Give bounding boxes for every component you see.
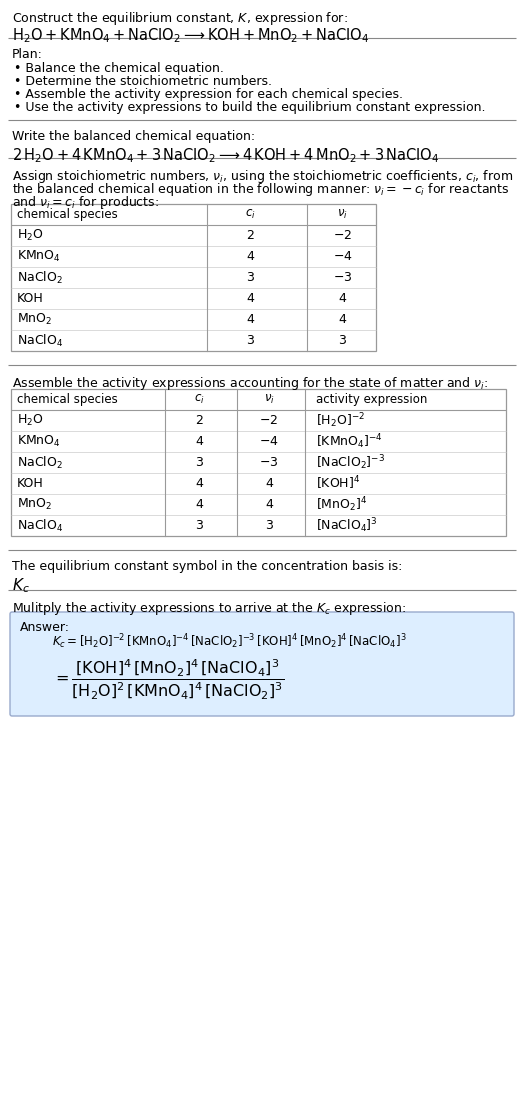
Text: $c_i$: $c_i$ bbox=[194, 393, 204, 406]
Text: chemical species: chemical species bbox=[17, 393, 118, 406]
Text: • Balance the chemical equation.: • Balance the chemical equation. bbox=[14, 62, 224, 75]
Text: 4: 4 bbox=[195, 476, 203, 490]
Text: $c_i$: $c_i$ bbox=[245, 208, 255, 221]
Text: The equilibrium constant symbol in the concentration basis is:: The equilibrium constant symbol in the c… bbox=[12, 560, 402, 572]
Text: 3: 3 bbox=[265, 520, 273, 532]
Text: $-4$: $-4$ bbox=[333, 250, 352, 263]
Text: $K_c$: $K_c$ bbox=[12, 576, 30, 595]
Text: $\nu_i$: $\nu_i$ bbox=[337, 208, 348, 221]
Text: $[\mathrm{KMnO_4}]^{-4}$: $[\mathrm{KMnO_4}]^{-4}$ bbox=[316, 432, 383, 451]
Text: $\mathrm{MnO_2}$: $\mathrm{MnO_2}$ bbox=[17, 312, 52, 328]
Text: $[\mathrm{NaClO_2}]^{-3}$: $[\mathrm{NaClO_2}]^{-3}$ bbox=[316, 453, 385, 472]
Text: 4: 4 bbox=[195, 497, 203, 511]
Text: Plan:: Plan: bbox=[12, 49, 43, 61]
Text: $\mathrm{NaClO_2}$: $\mathrm{NaClO_2}$ bbox=[17, 454, 63, 471]
Text: $\mathrm{MnO_2}$: $\mathrm{MnO_2}$ bbox=[17, 497, 52, 512]
Text: $\mathrm{NaClO_4}$: $\mathrm{NaClO_4}$ bbox=[17, 517, 63, 534]
Text: $\mathrm{H_2O}$: $\mathrm{H_2O}$ bbox=[17, 413, 43, 428]
Text: $\mathrm{KMnO_4}$: $\mathrm{KMnO_4}$ bbox=[17, 249, 61, 264]
FancyBboxPatch shape bbox=[10, 612, 514, 716]
Text: $K_c = [\mathrm{H_2O}]^{-2}\,[\mathrm{KMnO_4}]^{-4}\,[\mathrm{NaClO_2}]^{-3}\,[\: $K_c = [\mathrm{H_2O}]^{-2}\,[\mathrm{KM… bbox=[52, 633, 407, 652]
Text: $[\mathrm{H_2O}]^{-2}$: $[\mathrm{H_2O}]^{-2}$ bbox=[316, 411, 365, 430]
Text: $[\mathrm{NaClO_4}]^3$: $[\mathrm{NaClO_4}]^3$ bbox=[316, 516, 378, 535]
Text: $\mathrm{2\,H_2O + 4\,KMnO_4 + 3\,NaClO_2 \longrightarrow 4\,KOH + 4\,MnO_2 + 3\: $\mathrm{2\,H_2O + 4\,KMnO_4 + 3\,NaClO_… bbox=[12, 146, 440, 164]
Text: $\mathrm{H_2O + KMnO_4 + NaClO_2 \longrightarrow KOH + MnO_2 + NaClO_4}$: $\mathrm{H_2O + KMnO_4 + NaClO_2 \longri… bbox=[12, 26, 369, 45]
Text: 2: 2 bbox=[195, 414, 203, 427]
Text: 4: 4 bbox=[246, 250, 254, 263]
Bar bbox=[11, 204, 376, 351]
Text: • Assemble the activity expression for each chemical species.: • Assemble the activity expression for e… bbox=[14, 88, 403, 101]
Text: 3: 3 bbox=[195, 456, 203, 469]
Text: $\mathrm{NaClO_2}$: $\mathrm{NaClO_2}$ bbox=[17, 269, 63, 286]
Text: $[\mathrm{MnO_2}]^4$: $[\mathrm{MnO_2}]^4$ bbox=[316, 495, 367, 514]
Text: Construct the equilibrium constant, $K$, expression for:: Construct the equilibrium constant, $K$,… bbox=[12, 10, 348, 26]
Text: Answer:: Answer: bbox=[20, 621, 70, 634]
Text: $-3$: $-3$ bbox=[259, 456, 279, 469]
Text: the balanced chemical equation in the following manner: $\nu_i = -c_i$ for react: the balanced chemical equation in the fo… bbox=[12, 181, 509, 199]
Text: Assign stoichiometric numbers, $\nu_i$, using the stoichiometric coefficients, $: Assign stoichiometric numbers, $\nu_i$, … bbox=[12, 168, 513, 185]
Text: Write the balanced chemical equation:: Write the balanced chemical equation: bbox=[12, 130, 255, 143]
Text: 2: 2 bbox=[246, 229, 254, 242]
Text: $\mathrm{KMnO_4}$: $\mathrm{KMnO_4}$ bbox=[17, 433, 61, 449]
Text: 3: 3 bbox=[195, 520, 203, 532]
Text: 4: 4 bbox=[246, 292, 254, 306]
Bar bbox=[11, 389, 506, 536]
Text: 4: 4 bbox=[265, 476, 273, 490]
Text: KOH: KOH bbox=[17, 292, 43, 306]
Text: activity expression: activity expression bbox=[316, 393, 428, 406]
Text: KOH: KOH bbox=[17, 476, 43, 490]
Text: $\mathrm{H_2O}$: $\mathrm{H_2O}$ bbox=[17, 228, 43, 243]
Text: 4: 4 bbox=[195, 435, 203, 448]
Text: 4: 4 bbox=[339, 313, 346, 326]
Text: $-2$: $-2$ bbox=[333, 229, 352, 242]
Text: $[\mathrm{KOH}]^4$: $[\mathrm{KOH}]^4$ bbox=[316, 474, 361, 492]
Text: 4: 4 bbox=[265, 497, 273, 511]
Text: 4: 4 bbox=[339, 292, 346, 306]
Text: 3: 3 bbox=[339, 334, 346, 347]
Text: 3: 3 bbox=[246, 271, 254, 283]
Text: and $\nu_i = c_i$ for products:: and $\nu_i = c_i$ for products: bbox=[12, 194, 159, 211]
Text: Assemble the activity expressions accounting for the state of matter and $\nu_i$: Assemble the activity expressions accoun… bbox=[12, 375, 488, 392]
Text: $\mathrm{NaClO_4}$: $\mathrm{NaClO_4}$ bbox=[17, 332, 63, 349]
Text: 3: 3 bbox=[246, 334, 254, 347]
Text: $\nu_i$: $\nu_i$ bbox=[264, 393, 275, 406]
Text: $-3$: $-3$ bbox=[333, 271, 352, 283]
Text: • Determine the stoichiometric numbers.: • Determine the stoichiometric numbers. bbox=[14, 75, 272, 88]
Text: $-2$: $-2$ bbox=[259, 414, 279, 427]
Text: $= \dfrac{[\mathrm{KOH}]^4\,[\mathrm{MnO_2}]^4\,[\mathrm{NaClO_4}]^3}{[\mathrm{H: $= \dfrac{[\mathrm{KOH}]^4\,[\mathrm{MnO… bbox=[52, 657, 285, 700]
Text: 4: 4 bbox=[246, 313, 254, 326]
Text: chemical species: chemical species bbox=[17, 208, 118, 221]
Text: • Use the activity expressions to build the equilibrium constant expression.: • Use the activity expressions to build … bbox=[14, 101, 486, 114]
Text: Mulitply the activity expressions to arrive at the $K_c$ expression:: Mulitply the activity expressions to arr… bbox=[12, 600, 406, 617]
Text: $-4$: $-4$ bbox=[259, 435, 279, 448]
